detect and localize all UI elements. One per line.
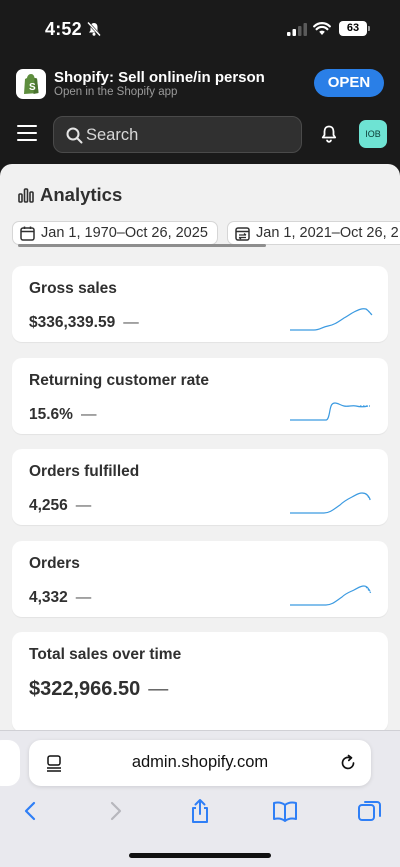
app-banner-title: Shopify: Sell online/in person bbox=[54, 69, 265, 86]
metric-card-returning-customer-rate[interactable]: Returning customer rate 15.6% — bbox=[12, 358, 388, 434]
bar-chart-icon bbox=[18, 188, 34, 203]
home-indicator bbox=[129, 853, 271, 858]
bell-icon[interactable] bbox=[319, 124, 339, 144]
search-input[interactable]: Search bbox=[53, 116, 302, 153]
total-sales-label: Total sales over time bbox=[29, 646, 182, 663]
forward-icon[interactable] bbox=[102, 797, 130, 825]
comparison-range-label: Jan 1, 2021–Oct 26, 2 bbox=[256, 225, 399, 241]
total-sales-value: $322,966.50— bbox=[29, 678, 169, 700]
sparkline bbox=[290, 308, 373, 331]
trend-indicator: — bbox=[123, 314, 139, 331]
cellular-signal-icon bbox=[287, 23, 307, 36]
back-icon[interactable] bbox=[16, 797, 44, 825]
analytics-panel: Analytics Jan 1, 1970–Oct 26, 2025 Jan 1… bbox=[0, 164, 400, 730]
sparkline bbox=[290, 492, 372, 514]
status-bar: 4:52 63 bbox=[0, 0, 400, 58]
bell-slash-icon bbox=[87, 21, 101, 37]
app-banner: S Shopify: Sell online/in person Open in… bbox=[0, 58, 400, 108]
sparkline bbox=[290, 402, 370, 421]
wifi-icon bbox=[313, 22, 331, 35]
metric-card-orders-fulfilled[interactable]: Orders fulfilled 4,256— bbox=[12, 449, 388, 525]
page-menu-icon[interactable] bbox=[45, 754, 63, 772]
share-icon[interactable] bbox=[186, 797, 214, 825]
total-sales-card[interactable]: Total sales over time $322,966.50— bbox=[12, 632, 388, 730]
date-range-button[interactable]: Jan 1, 1970–Oct 26, 2025 bbox=[12, 221, 218, 245]
metric-value: 4,332— bbox=[29, 589, 92, 606]
tabs-icon[interactable] bbox=[356, 797, 384, 825]
metric-card-gross-sales[interactable]: Gross sales $336,339.59— bbox=[12, 266, 388, 342]
bookmarks-icon[interactable] bbox=[271, 797, 299, 825]
open-app-button[interactable]: OPEN bbox=[314, 69, 384, 97]
browser-toolbar bbox=[0, 793, 400, 829]
calendar-icon bbox=[20, 226, 35, 241]
metric-label: Orders fulfilled bbox=[29, 463, 140, 480]
metric-label: Returning customer rate bbox=[29, 372, 210, 389]
page-title-text: Analytics bbox=[40, 184, 123, 205]
date-range-label: Jan 1, 1970–Oct 26, 2025 bbox=[41, 225, 208, 241]
browser-bottom-bar: admin.shopify.com bbox=[0, 730, 400, 867]
battery-indicator: 63 bbox=[339, 21, 370, 36]
trend-indicator: — bbox=[80, 406, 97, 423]
admin-topbar: Search IOB bbox=[0, 108, 400, 164]
previous-tab-preview[interactable] bbox=[0, 740, 20, 786]
trend-indicator: — bbox=[75, 497, 92, 514]
chip-scroll-indicator bbox=[18, 244, 266, 247]
svg-text:S: S bbox=[29, 82, 36, 93]
trend-indicator: — bbox=[148, 678, 169, 700]
sparkline bbox=[290, 585, 372, 606]
metric-value: 15.6% — bbox=[29, 406, 97, 423]
search-icon bbox=[66, 127, 83, 144]
shopify-logo-icon: S bbox=[16, 69, 46, 99]
calendar-compare-icon bbox=[235, 227, 250, 241]
avatar[interactable]: IOB bbox=[359, 120, 387, 148]
metric-value: 4,256— bbox=[29, 497, 92, 514]
metric-card-orders[interactable]: Orders 4,332— bbox=[12, 541, 388, 617]
app-banner-subtitle: Open in the Shopify app bbox=[54, 86, 178, 98]
date-range-chips: Jan 1, 1970–Oct 26, 2025 Jan 1, 2021–Oct… bbox=[12, 221, 400, 247]
hamburger-menu-icon[interactable] bbox=[17, 125, 37, 141]
comparison-range-button[interactable]: Jan 1, 2021–Oct 26, 2 bbox=[227, 221, 400, 245]
url-text: admin.shopify.com bbox=[131, 753, 269, 771]
metric-label: Orders bbox=[29, 555, 80, 572]
search-placeholder: Search bbox=[86, 126, 139, 144]
address-bar[interactable]: admin.shopify.com bbox=[29, 740, 371, 786]
reload-icon[interactable] bbox=[338, 753, 358, 773]
metric-value: $336,339.59— bbox=[29, 314, 139, 331]
metric-label: Gross sales bbox=[29, 280, 117, 297]
trend-indicator: — bbox=[75, 589, 92, 606]
page-title: Analytics bbox=[18, 184, 122, 206]
status-time: 4:52 bbox=[45, 19, 82, 39]
